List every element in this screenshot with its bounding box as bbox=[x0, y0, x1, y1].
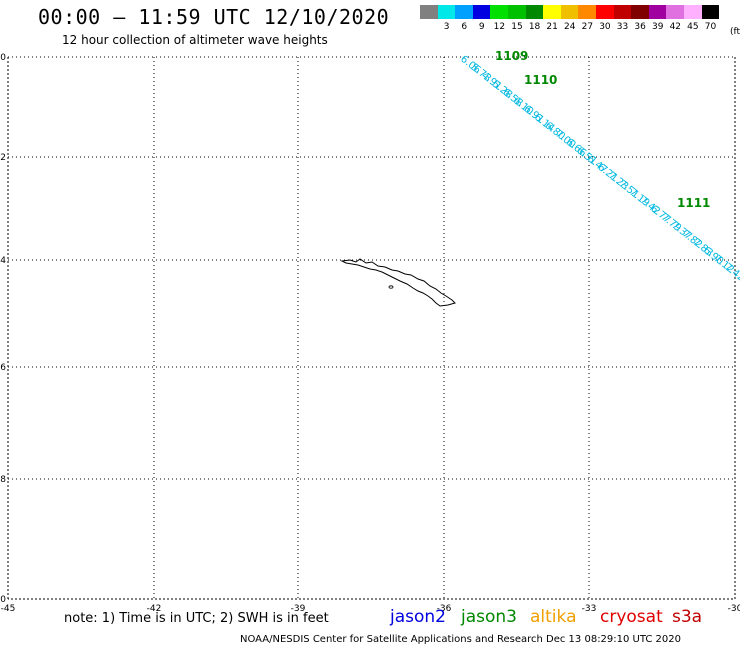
legend-swatch: 42 bbox=[666, 5, 684, 32]
legend-swatch: 12 bbox=[490, 5, 508, 32]
altimeter-track: 6.065.734.915.286.586.106.916.146.807.00… bbox=[458, 54, 740, 284]
legend-swatch: 36 bbox=[631, 5, 649, 32]
satellite-name: jason2 bbox=[390, 607, 446, 627]
south-georgia-island-outline bbox=[340, 258, 456, 307]
legend-swatch: 33 bbox=[613, 5, 632, 32]
longitude-label: -42 bbox=[147, 604, 162, 614]
legend-label: 3 bbox=[443, 22, 450, 32]
latitude-label: -50 bbox=[0, 53, 6, 63]
legend-label: 36 bbox=[634, 22, 646, 32]
pass-id-label: 1111 bbox=[677, 196, 710, 210]
latitude-label: -58 bbox=[0, 475, 6, 485]
legend-swatch: 9 bbox=[472, 5, 491, 32]
legend-swatch: 21 bbox=[543, 5, 561, 32]
legend-label: 21 bbox=[546, 22, 558, 32]
legend-label: 15 bbox=[511, 22, 523, 32]
legend-label: 30 bbox=[599, 22, 611, 32]
map-title: 00:00 – 11:59 UTC 12/10/2020 bbox=[38, 5, 390, 29]
latitude-label: -56 bbox=[0, 363, 6, 373]
legend-swatch bbox=[420, 5, 438, 19]
satellite-name: altika bbox=[530, 607, 577, 627]
longitude-label: -39 bbox=[291, 604, 306, 614]
map-grid bbox=[7, 56, 736, 600]
legend-label: 33 bbox=[616, 22, 629, 32]
latitude-label: -54 bbox=[0, 256, 6, 266]
legend-label: 6 bbox=[461, 22, 468, 32]
map-subtitle: 12 hour collection of altimeter wave hei… bbox=[62, 33, 328, 47]
legend-swatch: 18 bbox=[525, 5, 544, 32]
note-text: note: 1) Time is in UTC; 2) SWH is in fe… bbox=[64, 611, 329, 626]
legend-swatch: 24 bbox=[560, 5, 579, 32]
small-island bbox=[388, 285, 394, 289]
legend-unit: (ft) bbox=[730, 27, 740, 37]
legend-label: 27 bbox=[581, 22, 594, 32]
legend-swatch: 15 bbox=[507, 5, 526, 32]
legend-swatch: 27 bbox=[578, 5, 596, 32]
legend-label: 70 bbox=[704, 22, 717, 32]
legend-swatch: 70 bbox=[701, 5, 720, 32]
legend-label: 39 bbox=[651, 22, 664, 32]
legend-swatch: 30 bbox=[595, 5, 614, 32]
legend-swatch: 45 bbox=[683, 5, 702, 32]
legend-label: 45 bbox=[687, 22, 699, 32]
longitude-label: -30 bbox=[728, 604, 740, 614]
legend-swatch: 3 bbox=[437, 5, 456, 32]
satellite-name: s3a bbox=[672, 607, 703, 627]
legend-label: 24 bbox=[564, 22, 576, 32]
legend-swatch: 39 bbox=[648, 5, 667, 32]
map-frame bbox=[7, 56, 736, 600]
pass-id-label: 1110 bbox=[524, 73, 557, 87]
satellite-name: jason3 bbox=[461, 607, 517, 627]
legend-label: 9 bbox=[478, 22, 485, 32]
legend-label: 12 bbox=[493, 22, 506, 32]
latitude-label: -60 bbox=[0, 595, 6, 605]
pass-labels: 1109 1110 1111 bbox=[495, 49, 710, 210]
longitude-label: -33 bbox=[582, 604, 597, 614]
legend-label: 18 bbox=[528, 22, 541, 32]
pass-id-label: 1109 bbox=[495, 49, 528, 63]
satellite-name: cryosat bbox=[600, 607, 663, 627]
latitude-label: -52 bbox=[0, 153, 6, 163]
legend-swatch: 6 bbox=[455, 5, 473, 32]
legend-label: 42 bbox=[669, 22, 682, 32]
longitude-label: -45 bbox=[1, 604, 16, 614]
footer-credit: NOAA/NESDIS Center for Satellite Applica… bbox=[240, 634, 682, 645]
longitude-label: -36 bbox=[437, 604, 452, 614]
axis-labels: -50 -52 -54 -56 -58 -60-45 -42 -39 -36 -33 -30 bbox=[0, 53, 740, 614]
